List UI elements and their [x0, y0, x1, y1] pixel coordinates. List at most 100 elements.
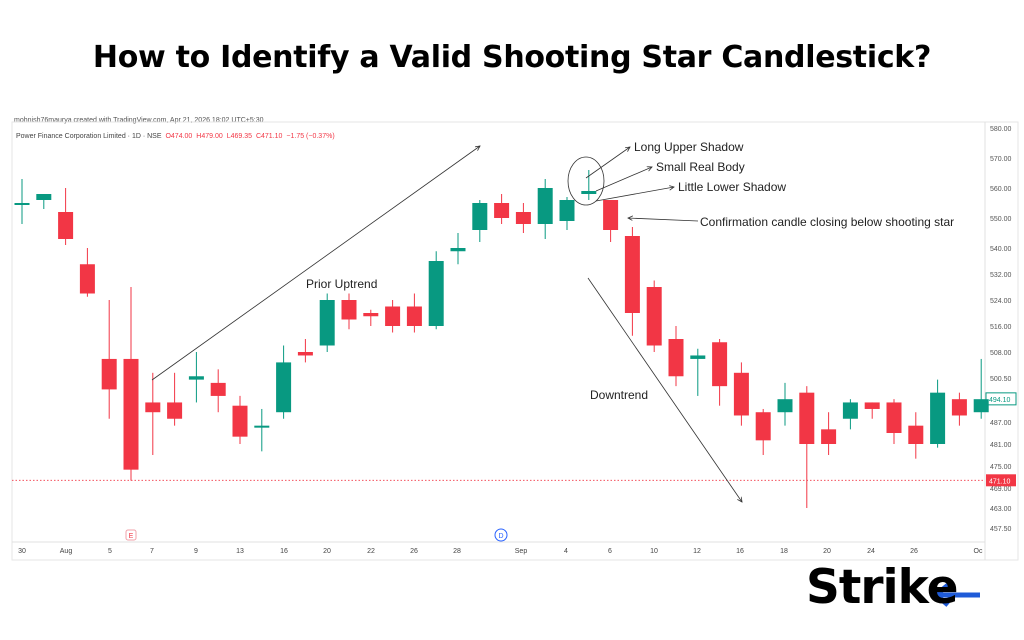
candle-body [821, 429, 837, 444]
y-tick-label: 560.00 [990, 186, 1012, 193]
candle-body [188, 376, 204, 380]
candle-body [167, 402, 183, 419]
candle-body [385, 306, 401, 326]
page-title: How to Identify a Valid Shooting Star Ca… [92, 40, 932, 75]
candle-body [232, 405, 248, 437]
uptrend-arrow [151, 146, 480, 381]
y-tick-label: 532.00 [990, 272, 1012, 279]
candle-body [210, 382, 226, 396]
candle-body [341, 300, 357, 320]
candle-body [494, 203, 510, 218]
y-tick-label: 516.00 [990, 324, 1012, 331]
ohlc-open: O474.00 [165, 133, 193, 140]
candle-body [101, 358, 117, 390]
candle-body [624, 236, 640, 313]
candle-body [515, 212, 531, 224]
strike-logo: Strike [806, 560, 958, 615]
x-tick-label: 13 [236, 548, 244, 555]
candle-body [254, 425, 270, 428]
current-price-tag [985, 392, 1017, 406]
candle-body [603, 200, 619, 230]
annotation-downtrend: Downtrend [590, 388, 648, 402]
x-tick-label: Oc [974, 548, 983, 555]
x-tick-label: 30 [18, 548, 26, 555]
ohlc-low: L469.35 [226, 133, 253, 140]
candle-body [646, 287, 662, 346]
candle-body [712, 342, 728, 387]
x-tick-label: 26 [910, 548, 918, 555]
ohlc-change: −1.75 (−0.37%) [286, 133, 335, 140]
y-tick-label: 463.00 [990, 506, 1012, 513]
dividend-marker [494, 528, 508, 542]
candle-body [668, 339, 684, 377]
y-tick-label: 475.00 [990, 464, 1012, 471]
callout-arrow-body [595, 167, 652, 192]
annotation-prior-uptrend: Prior Uptrend [306, 277, 377, 291]
candle-body [799, 392, 815, 444]
x-tick-label: 18 [780, 548, 788, 555]
current-price-label: 494.10 [989, 397, 1011, 404]
callout-arrow-upper [585, 147, 630, 179]
ohlc-close: C471.10 [255, 133, 283, 140]
x-tick-label: 22 [367, 548, 375, 555]
x-tick-label: 26 [410, 548, 418, 555]
candle-body [14, 203, 30, 205]
candle-body [297, 352, 313, 356]
y-tick-label: 500.50 [990, 376, 1012, 383]
symbol-info-bar: Power Finance Corporation Limited · 1D ·… [16, 133, 335, 140]
x-tick-label: 16 [736, 548, 744, 555]
candle-body [777, 399, 793, 413]
candle-body [951, 399, 967, 416]
y-tick-label: 550.00 [990, 216, 1012, 223]
symbol-name: Power Finance Corporation Limited · 1D ·… [16, 133, 162, 140]
candle-body [930, 392, 946, 444]
candle-body [690, 355, 706, 359]
candle-body [450, 248, 466, 252]
x-tick-label: 7 [150, 548, 154, 555]
candle-body [537, 188, 553, 224]
candle-body [864, 402, 880, 409]
candle-body [472, 203, 488, 230]
x-tick-label: 10 [650, 548, 658, 555]
candle-body [559, 200, 575, 221]
y-tick-label: 524.00 [990, 298, 1012, 305]
candle-body [406, 306, 422, 326]
x-tick-label: 5 [108, 548, 112, 555]
callout-arrow-lower [595, 187, 674, 202]
candle-body [363, 313, 379, 317]
y-tick-label: 540.00 [990, 246, 1012, 253]
x-tick-label: 28 [453, 548, 461, 555]
x-tick-label: 20 [823, 548, 831, 555]
y-tick-label: 481.00 [990, 442, 1012, 449]
chart-frame [11, 121, 1019, 561]
candle-body [886, 402, 902, 433]
candle-body [79, 264, 95, 294]
y-tick-label: 469.00 [990, 486, 1012, 493]
candle-body [581, 191, 597, 194]
candle-body [842, 402, 858, 419]
candle-body [36, 194, 52, 200]
earnings-marker-label: E [129, 533, 134, 540]
candle-body [123, 358, 139, 470]
x-tick-label: 12 [693, 548, 701, 555]
chart-credit: mohnish76maurya created with TradingView… [14, 117, 264, 124]
dividend-marker-label: D [498, 533, 503, 540]
annotation-little-lower-shadow: Little Lower Shadow [678, 180, 786, 194]
last-close-tag [986, 474, 1016, 487]
candle-body [319, 300, 335, 346]
logo-accent-chevron [932, 583, 950, 607]
annotation-long-upper-shadow: Long Upper Shadow [634, 140, 744, 154]
candle-body [733, 372, 749, 416]
last-close-label: 471.10 [989, 478, 1011, 485]
x-tick-label: 24 [867, 548, 875, 555]
candle-body [276, 362, 292, 413]
y-tick-label: 457.50 [990, 526, 1012, 533]
candle-body [973, 399, 989, 413]
x-tick-label: Aug [60, 548, 73, 555]
x-tick-label: 20 [323, 548, 331, 555]
x-tick-label: Sep [515, 548, 528, 555]
annotation-small-real-body: Small Real Body [656, 160, 745, 174]
candle-body [908, 425, 924, 444]
callout-arrow-confirm [628, 218, 699, 222]
